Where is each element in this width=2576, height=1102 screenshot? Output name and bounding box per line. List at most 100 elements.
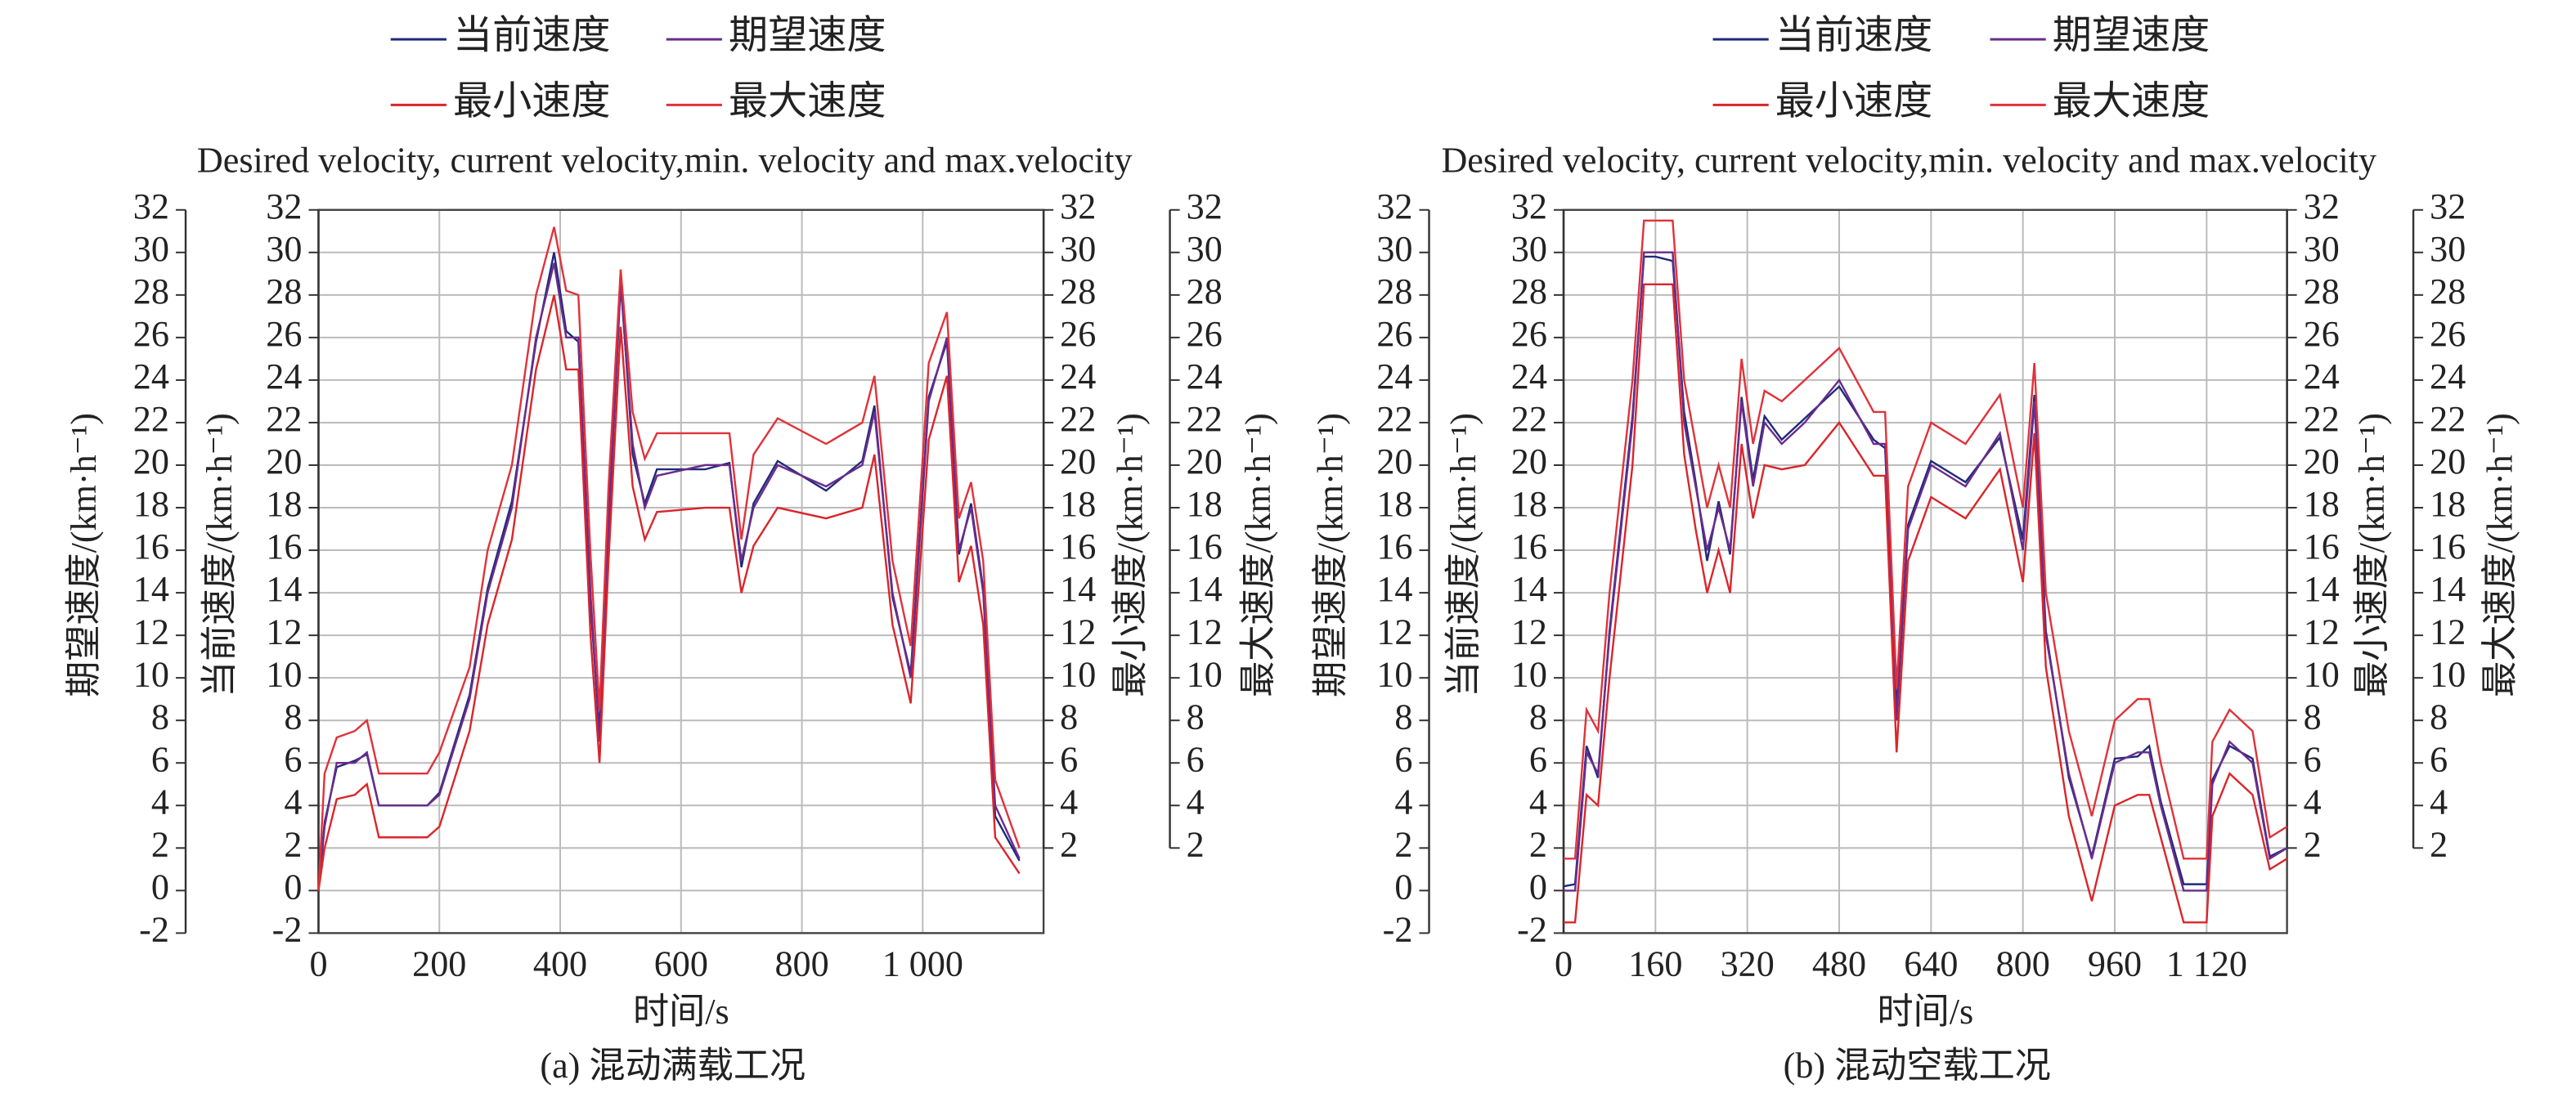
y-tick-label: 0 — [151, 867, 169, 907]
y-tick-label: 6 — [1060, 739, 1078, 779]
y-tick-label: 28 — [1187, 271, 1223, 311]
legend-label: 最大速度 — [2053, 79, 2210, 123]
y-tick-label: 6 — [2304, 739, 2322, 779]
y-axis-label: 最大速度/(km·h⁻¹) — [1238, 413, 1278, 697]
legend-label: 最大速度 — [729, 79, 886, 123]
y-tick-label: 24 — [1376, 356, 1412, 396]
y-tick-label: 4 — [151, 782, 169, 822]
y-tick-label: 24 — [1511, 356, 1547, 396]
y-tick-label: 30 — [1060, 229, 1096, 269]
x-tick-label: 800 — [774, 944, 828, 984]
x-tick-label: 640 — [1904, 944, 1958, 984]
x-tick-label: 0 — [1555, 944, 1573, 984]
y-tick-label: 24 — [133, 356, 169, 396]
y-tick-label: 2 — [151, 824, 169, 864]
y-tick-label: 26 — [2304, 314, 2340, 354]
y-tick-label: 18 — [1060, 484, 1096, 524]
y-tick-label: 8 — [1060, 697, 1078, 737]
legend-label: 最小速度 — [453, 79, 611, 123]
series-line — [1563, 255, 2288, 888]
y-tick-label: 26 — [1376, 314, 1412, 354]
y-tick-label: 16 — [2430, 526, 2466, 567]
y-tick-label: 22 — [266, 399, 302, 439]
y-tick-label: -2 — [1517, 910, 1547, 950]
y-tick-label: 16 — [133, 526, 169, 567]
y-tick-label: 18 — [266, 484, 302, 524]
y-tick-label: 32 — [1060, 186, 1096, 226]
y-tick-label: 16 — [1511, 526, 1547, 567]
y-tick-label: 32 — [1376, 186, 1412, 226]
y-axis-label: 当前速度/(km·h⁻¹) — [200, 413, 240, 697]
y-tick-label: 2 — [1394, 824, 1412, 864]
y-tick-label: 16 — [1187, 526, 1223, 567]
x-tick-label: 200 — [412, 944, 466, 984]
y-tick-label: 8 — [151, 697, 169, 737]
y-tick-label: 22 — [133, 399, 169, 439]
y-tick-label: 24 — [2430, 356, 2466, 396]
y-tick-label: 20 — [133, 441, 169, 482]
y-tick-label: 4 — [1394, 782, 1412, 822]
y-tick-label: -2 — [272, 910, 303, 950]
y-tick-label: 30 — [1376, 229, 1412, 269]
x-axis-label: 时间/s — [1877, 992, 1973, 1032]
y-tick-label: 30 — [2430, 229, 2466, 269]
y-tick-label: 26 — [1060, 314, 1096, 354]
x-tick-label: 320 — [1721, 944, 1775, 984]
y-tick-label: 8 — [2304, 697, 2322, 737]
y-tick-label: 4 — [1060, 782, 1078, 822]
series-line — [317, 226, 1021, 891]
x-tick-label: 800 — [1996, 944, 2050, 984]
y-tick-label: 10 — [1376, 654, 1412, 694]
y-tick-label: 6 — [1394, 739, 1412, 779]
y-tick-label: 12 — [1376, 611, 1412, 652]
y-tick-label: 26 — [133, 314, 169, 354]
y-tick-label: 12 — [133, 611, 169, 652]
series-line — [1564, 219, 2288, 860]
y-tick-label: 30 — [2304, 229, 2340, 269]
y-axis-label: 最大速度/(km·h⁻¹) — [2480, 413, 2520, 697]
legend-label: 期望速度 — [729, 14, 886, 57]
x-tick-label: 0 — [309, 944, 327, 984]
y-tick-label: 26 — [266, 314, 302, 354]
y-tick-label: 12 — [266, 611, 302, 652]
y-tick-label: 10 — [1187, 654, 1223, 694]
y-tick-label: 30 — [133, 229, 169, 269]
y-tick-label: 24 — [1187, 356, 1223, 396]
y-tick-label: 14 — [2430, 569, 2466, 609]
y-tick-label: 28 — [2304, 271, 2340, 311]
y-tick-label: 26 — [1187, 314, 1223, 354]
y-tick-label: 18 — [1187, 484, 1223, 524]
y-axis-label: 最小速度/(km·h⁻¹) — [2352, 413, 2392, 697]
y-tick-label: 20 — [1187, 441, 1223, 482]
x-tick-label: 1 000 — [882, 944, 963, 984]
y-tick-label: 24 — [1060, 356, 1096, 396]
y-axis-label: 期望速度/(km·h⁻¹) — [64, 413, 104, 697]
y-tick-label: 30 — [1511, 229, 1547, 269]
y-tick-label: 30 — [266, 229, 302, 269]
y-tick-label: 2 — [1060, 824, 1078, 864]
plot-frame — [1562, 208, 2288, 934]
y-tick-label: 22 — [1187, 399, 1223, 439]
y-tick-label: 22 — [1511, 399, 1547, 439]
chart-title: Desired velocity, current velocity,min. … — [197, 141, 1133, 181]
y-tick-label: 32 — [1187, 186, 1223, 226]
legend-label: 最小速度 — [1775, 79, 1933, 123]
y-tick-label: 18 — [1511, 484, 1547, 524]
x-tick-label: 600 — [654, 944, 708, 984]
y-tick-label: 28 — [1511, 271, 1547, 311]
y-tick-label: -2 — [139, 910, 169, 950]
y-tick-label: 20 — [1511, 441, 1547, 482]
y-tick-label: 12 — [1511, 611, 1547, 652]
y-axis-label: 当前速度/(km·h⁻¹) — [1443, 413, 1483, 697]
y-tick-label: 2 — [1529, 824, 1547, 864]
y-tick-label: 10 — [1060, 654, 1096, 694]
y-tick-label: 4 — [1529, 782, 1547, 822]
y-tick-label: 14 — [2304, 569, 2340, 609]
y-tick-label: 0 — [1394, 867, 1412, 907]
y-tick-label: 10 — [266, 654, 302, 694]
x-tick-label: 1 120 — [2166, 944, 2247, 984]
y-tick-label: 4 — [2430, 782, 2448, 822]
y-tick-label: 10 — [2430, 654, 2466, 694]
y-tick-label: 32 — [133, 186, 169, 226]
